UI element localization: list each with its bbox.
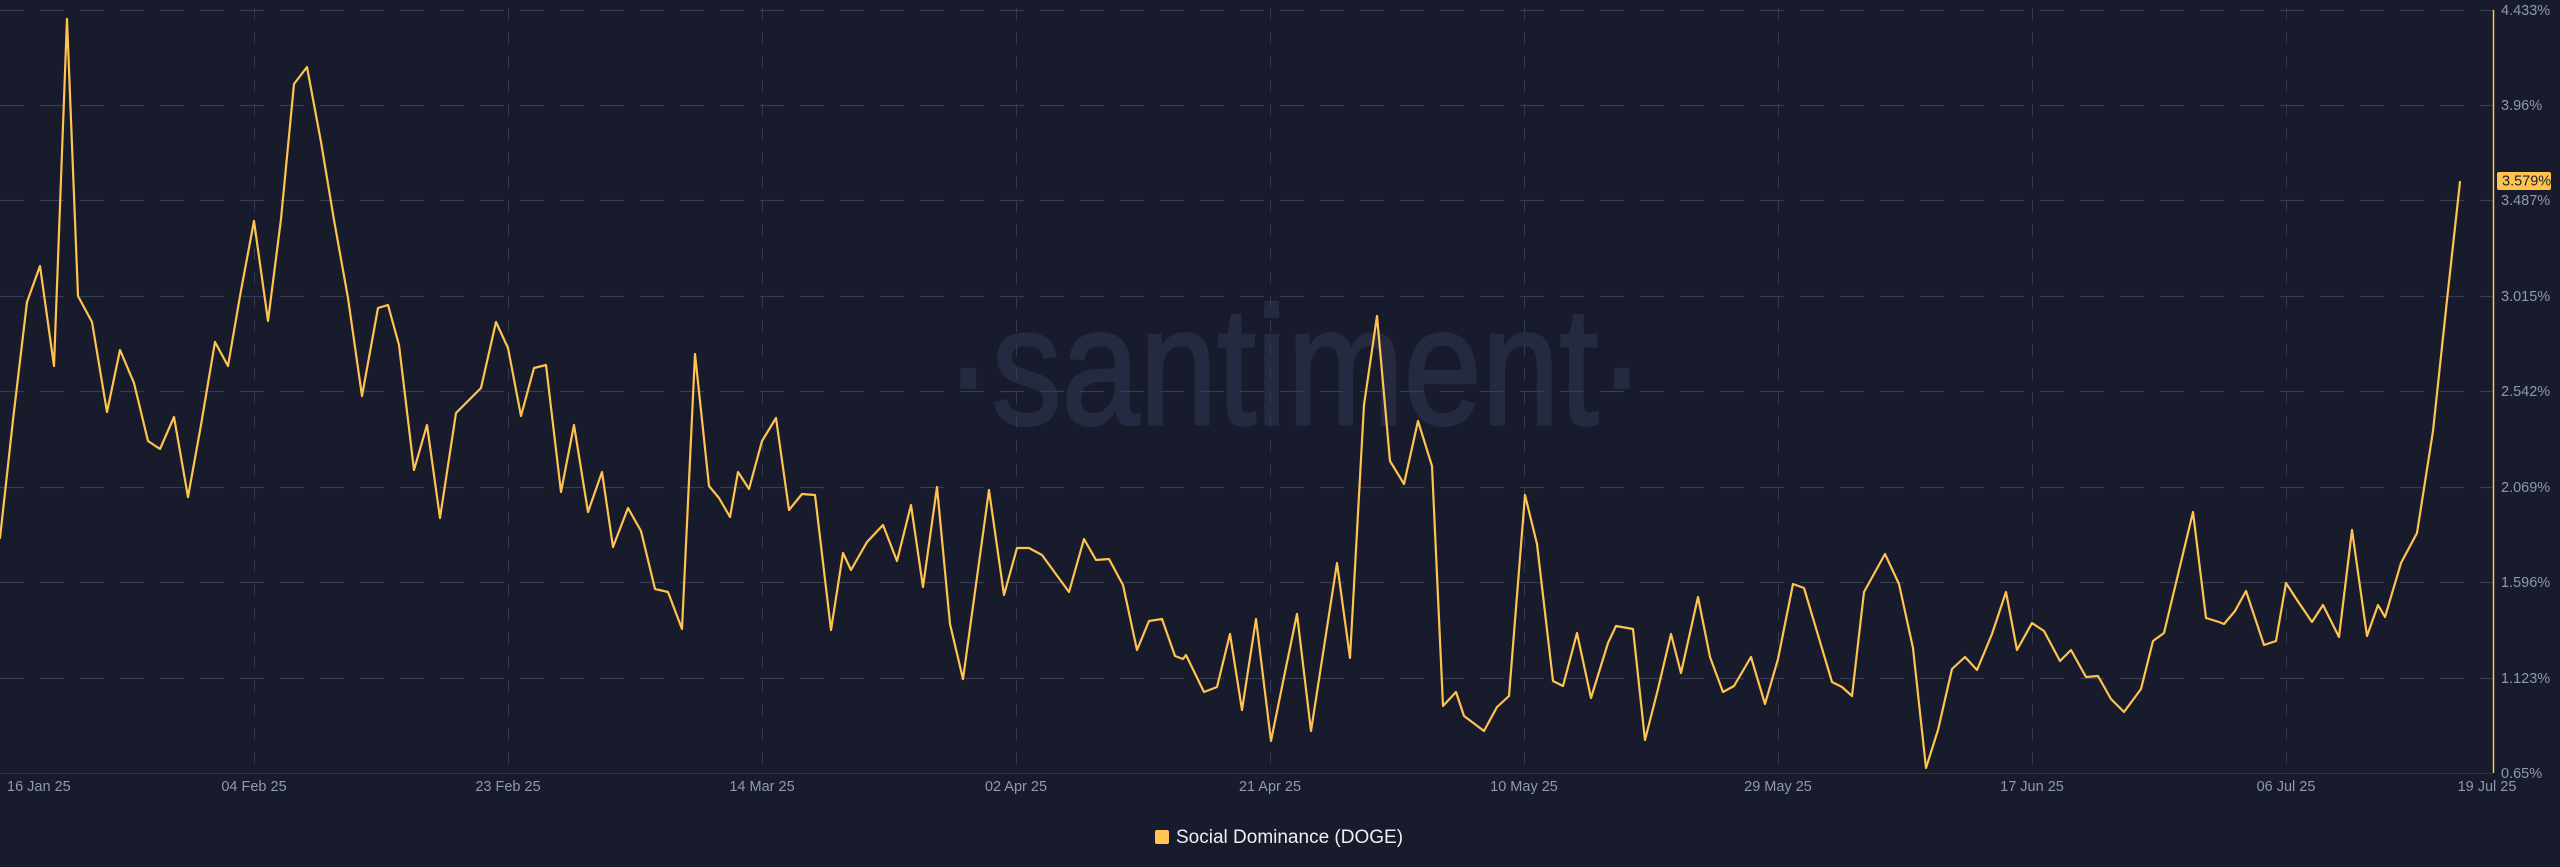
- svg-text:1.123%: 1.123%: [2501, 671, 2550, 687]
- svg-text:16 Jan 25: 16 Jan 25: [7, 779, 71, 795]
- svg-text:06 Jul 25: 06 Jul 25: [2257, 779, 2316, 795]
- svg-text:4.433%: 4.433%: [2501, 3, 2550, 19]
- svg-text:3.015%: 3.015%: [2501, 289, 2550, 305]
- svg-text:3.487%: 3.487%: [2501, 193, 2550, 209]
- svg-text:0.65%: 0.65%: [2501, 766, 2542, 782]
- svg-text:1.596%: 1.596%: [2501, 575, 2550, 591]
- svg-text:19 Jul 25: 19 Jul 25: [2458, 779, 2517, 795]
- svg-text:3.579%: 3.579%: [2502, 174, 2551, 190]
- svg-text:21 Apr 25: 21 Apr 25: [1239, 779, 1301, 795]
- svg-text:3.96%: 3.96%: [2501, 98, 2542, 114]
- svg-text:04 Feb 25: 04 Feb 25: [221, 779, 286, 795]
- svg-text:23 Feb 25: 23 Feb 25: [475, 779, 540, 795]
- svg-text:29 May 25: 29 May 25: [1744, 779, 1812, 795]
- svg-text:Social Dominance (DOGE): Social Dominance (DOGE): [1176, 827, 1403, 848]
- svg-text:17 Jun 25: 17 Jun 25: [2000, 779, 2064, 795]
- svg-text:10 May 25: 10 May 25: [1490, 779, 1558, 795]
- svg-text:2.069%: 2.069%: [2501, 480, 2550, 496]
- svg-text:02 Apr 25: 02 Apr 25: [985, 779, 1047, 795]
- svg-text:2.542%: 2.542%: [2501, 384, 2550, 400]
- svg-text:·santiment·: ·santiment·: [945, 272, 1645, 460]
- svg-text:14 Mar 25: 14 Mar 25: [729, 779, 794, 795]
